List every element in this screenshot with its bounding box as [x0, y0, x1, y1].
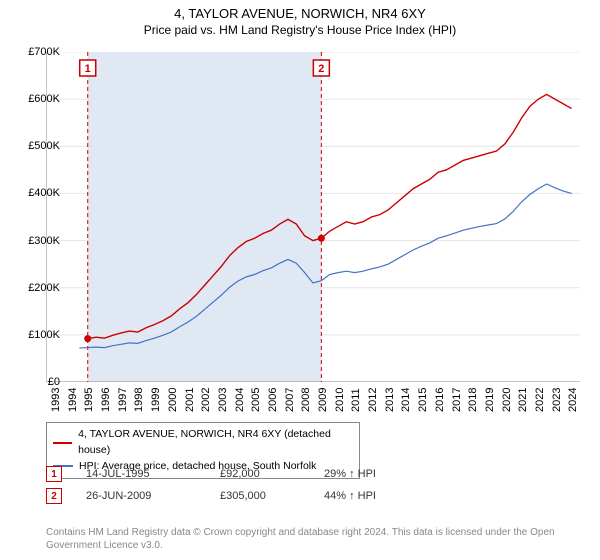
x-tick-label: 2019 — [484, 388, 496, 412]
y-tick-label: £200K — [16, 282, 60, 294]
x-tick-label: 1998 — [133, 388, 145, 412]
x-tick-label: 2021 — [517, 388, 529, 412]
x-tick-label: 1999 — [150, 388, 162, 412]
y-tick-label: £300K — [16, 235, 60, 247]
x-tick-label: 2023 — [551, 388, 563, 412]
x-tick-label: 2006 — [267, 388, 279, 412]
sale-date-2: 26-JUN-2009 — [86, 490, 196, 502]
sale-marker-icon-1: 1 — [46, 466, 62, 482]
sale-date-1: 14-JUL-1995 — [86, 468, 196, 480]
x-tick-label: 2020 — [501, 388, 513, 412]
y-tick-label: £400K — [16, 187, 60, 199]
x-tick-label: 2013 — [384, 388, 396, 412]
x-tick-label: 2007 — [284, 388, 296, 412]
x-tick-label: 2008 — [300, 388, 312, 412]
x-tick-label: 2015 — [417, 388, 429, 412]
x-tick-label: 2000 — [167, 388, 179, 412]
x-tick-label: 2010 — [334, 388, 346, 412]
x-tick-label: 2005 — [250, 388, 262, 412]
page-title: 4, TAYLOR AVENUE, NORWICH, NR4 6XY — [0, 6, 600, 21]
x-tick-label: 2016 — [434, 388, 446, 412]
x-tick-label: 2004 — [234, 388, 246, 412]
x-tick-label: 2022 — [534, 388, 546, 412]
y-tick-label: £0 — [16, 376, 60, 388]
sale-delta-1: 29% ↑ HPI — [324, 468, 404, 480]
legend-label-1: 4, TAYLOR AVENUE, NORWICH, NR4 6XY (deta… — [78, 427, 353, 459]
legend-row-1: 4, TAYLOR AVENUE, NORWICH, NR4 6XY (deta… — [53, 427, 353, 459]
x-tick-label: 2024 — [567, 388, 579, 412]
svg-text:2: 2 — [318, 63, 324, 75]
page-subtitle: Price paid vs. HM Land Registry's House … — [0, 23, 600, 37]
sale-marker-icon-2: 2 — [46, 488, 62, 504]
sale-delta-2: 44% ↑ HPI — [324, 490, 404, 502]
x-tick-label: 2002 — [200, 388, 212, 412]
x-tick-label: 1996 — [100, 388, 112, 412]
y-tick-label: £100K — [16, 329, 60, 341]
y-tick-label: £700K — [16, 46, 60, 58]
x-tick-label: 1997 — [117, 388, 129, 412]
sales-block: 1 14-JUL-1995 £92,000 29% ↑ HPI 2 26-JUN… — [46, 466, 404, 510]
y-tick-label: £600K — [16, 93, 60, 105]
title-block: 4, TAYLOR AVENUE, NORWICH, NR4 6XY Price… — [0, 0, 600, 37]
x-tick-label: 2012 — [367, 388, 379, 412]
x-tick-label: 2014 — [400, 388, 412, 412]
attribution: Contains HM Land Registry data © Crown c… — [46, 526, 566, 552]
chart-area: 12 — [46, 52, 580, 382]
x-tick-label: 2003 — [217, 388, 229, 412]
line-chart: 12 — [46, 52, 580, 382]
x-tick-label: 2017 — [451, 388, 463, 412]
sale-row-2: 2 26-JUN-2009 £305,000 44% ↑ HPI — [46, 488, 404, 504]
x-tick-label: 2001 — [184, 388, 196, 412]
svg-text:1: 1 — [85, 63, 91, 75]
sale-price-2: £305,000 — [220, 490, 300, 502]
x-tick-label: 2011 — [350, 388, 362, 412]
chart-container: 4, TAYLOR AVENUE, NORWICH, NR4 6XY Price… — [0, 0, 600, 560]
x-tick-label: 1995 — [83, 388, 95, 412]
x-tick-label: 2009 — [317, 388, 329, 412]
sale-row-1: 1 14-JUL-1995 £92,000 29% ↑ HPI — [46, 466, 404, 482]
x-tick-label: 1994 — [67, 388, 79, 412]
legend-swatch-red — [53, 442, 72, 444]
sale-price-1: £92,000 — [220, 468, 300, 480]
x-tick-label: 1993 — [50, 388, 62, 412]
y-tick-label: £500K — [16, 140, 60, 152]
x-tick-label: 2018 — [467, 388, 479, 412]
